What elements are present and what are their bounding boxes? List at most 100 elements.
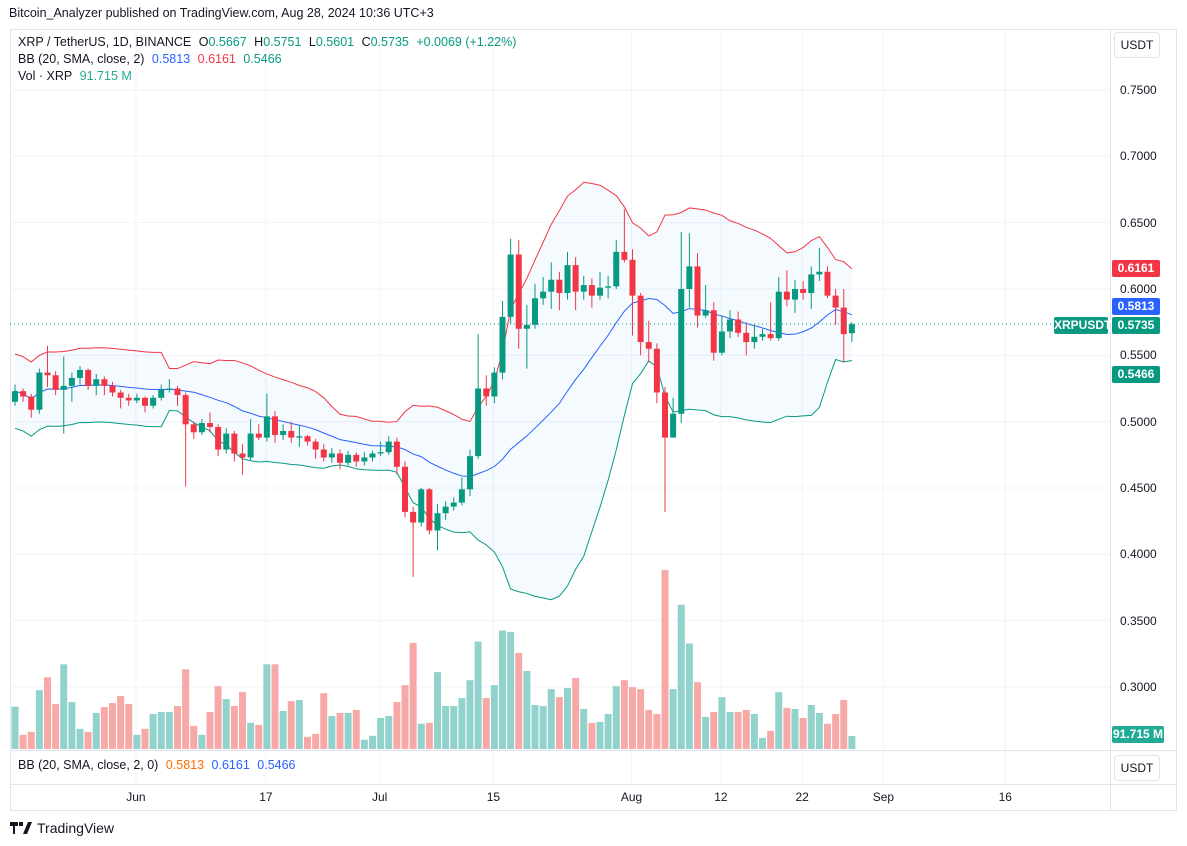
volume-bar xyxy=(100,707,108,749)
candle xyxy=(475,334,482,459)
price-tick-label: 0.5000 xyxy=(1120,414,1157,429)
volume-bar xyxy=(141,728,149,749)
candle-body xyxy=(142,397,148,406)
bb-upper-line xyxy=(14,181,853,423)
volume-bar xyxy=(393,702,401,749)
candle xyxy=(743,322,750,356)
time-tick-label: Jul xyxy=(371,790,388,804)
volume-bar xyxy=(612,686,620,749)
time-tick-label: 22 xyxy=(795,790,809,804)
candle xyxy=(231,430,238,462)
candle xyxy=(637,292,644,356)
candle xyxy=(255,424,262,441)
bollinger-bands xyxy=(14,181,853,601)
volume-bar xyxy=(117,696,125,749)
change-value: +0.0069 (+1.22%) xyxy=(416,35,517,49)
candle-body xyxy=(662,392,668,438)
bb-legend[interactable]: BB (20, SMA, close, 2) 0.5813 0.6161 0.5… xyxy=(18,52,282,66)
price-tick-label: 0.4500 xyxy=(1120,481,1157,495)
price-tick-label: 0.3000 xyxy=(1120,680,1157,694)
volume-bar xyxy=(824,723,831,749)
lower-pane-currency-button[interactable]: USDT xyxy=(1114,755,1160,781)
candle xyxy=(442,501,449,520)
candle-body xyxy=(515,254,522,329)
candle-body xyxy=(174,388,181,396)
candle-body xyxy=(759,334,766,337)
candle-body xyxy=(621,251,628,260)
volume-bar xyxy=(312,733,320,749)
candle xyxy=(215,424,222,457)
candle-body xyxy=(548,279,555,292)
volume-bar xyxy=(726,711,734,749)
candle xyxy=(402,461,408,518)
candle xyxy=(150,395,157,409)
bb-upper-price-label: 0.6161 xyxy=(1112,260,1160,277)
time-tick-label: Sep xyxy=(872,790,895,804)
brand-name: TradingView xyxy=(37,820,115,836)
candle xyxy=(653,343,660,404)
candle-body xyxy=(613,251,620,287)
candle xyxy=(540,277,547,305)
symbol-title[interactable]: XRP / TetherUS, 1D, BINANCE xyxy=(18,35,192,49)
lower-pane-legend[interactable]: BB (20, SMA, close, 2, 0) 0.5813 0.6161 … xyxy=(18,758,296,772)
candles xyxy=(12,209,855,577)
candle-body xyxy=(418,489,425,523)
volume-bar xyxy=(84,731,92,749)
volume-bar xyxy=(734,711,742,749)
volume-bar xyxy=(799,717,807,749)
volume-bar xyxy=(434,672,441,749)
candle-body xyxy=(491,372,498,397)
footer[interactable]: TradingView xyxy=(10,820,114,836)
candle-body xyxy=(125,397,132,401)
candle-body xyxy=(402,466,408,512)
volume-bar xyxy=(832,713,840,749)
candle-body xyxy=(255,433,262,438)
candle-body xyxy=(190,424,197,433)
candle-body xyxy=(532,298,538,325)
price-tick-label: 0.7000 xyxy=(1120,149,1157,164)
candle-body xyxy=(653,348,660,393)
volume-bar xyxy=(352,709,360,749)
volume-legend[interactable]: Vol · XRP 91.715 M xyxy=(18,69,132,83)
candle-body xyxy=(483,388,490,397)
candle-body xyxy=(426,489,433,531)
candle-body xyxy=(637,295,644,343)
candle-body xyxy=(44,372,51,376)
symbol-tag: XRPUSDT xyxy=(1054,317,1112,334)
volume-bar xyxy=(458,698,466,749)
currency-button[interactable]: USDT xyxy=(1114,32,1160,58)
volume-bar xyxy=(694,682,701,749)
volume-bar xyxy=(791,709,799,749)
bb-basis-price-label: 0.5813 xyxy=(1112,298,1160,315)
candle xyxy=(312,438,319,459)
volume-bar xyxy=(344,712,352,749)
candle-body xyxy=(296,436,303,438)
candle xyxy=(44,346,51,388)
volume-bar xyxy=(596,721,604,749)
volume-value: 91.715 M xyxy=(79,69,132,83)
volume-bar xyxy=(255,724,263,749)
candle xyxy=(52,371,59,396)
candle xyxy=(198,419,205,435)
volume-bar xyxy=(165,711,173,749)
candle-body xyxy=(166,388,173,390)
candle xyxy=(353,452,360,467)
candle-body xyxy=(117,392,124,398)
bb-fill xyxy=(15,182,852,600)
candle-body xyxy=(328,453,335,458)
candle xyxy=(280,424,287,441)
candle-body xyxy=(263,416,270,438)
candle xyxy=(207,412,213,433)
volume-bar xyxy=(750,713,758,749)
candle-body xyxy=(499,316,506,373)
time-tick-label: 15 xyxy=(486,790,501,804)
bb-lower-line xyxy=(14,358,852,601)
candle-body xyxy=(345,454,352,463)
candle xyxy=(133,393,140,404)
candle xyxy=(247,419,254,461)
candle xyxy=(142,396,148,413)
high-value: 0.5751 xyxy=(263,35,302,49)
time-tick-label: Aug xyxy=(620,790,643,804)
candle xyxy=(93,373,100,396)
